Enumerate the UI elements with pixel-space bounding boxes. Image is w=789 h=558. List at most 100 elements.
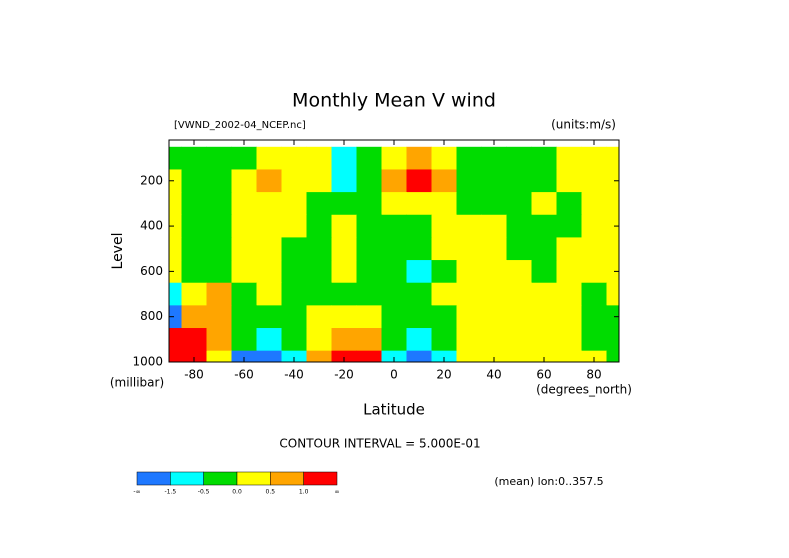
contour-cell bbox=[331, 192, 357, 216]
contour-cell bbox=[356, 260, 382, 284]
contour-cell bbox=[531, 260, 557, 284]
contour-cell bbox=[556, 169, 582, 193]
contour-cell bbox=[256, 214, 282, 238]
contour-cell bbox=[356, 328, 382, 352]
contour-cell bbox=[281, 350, 307, 363]
contour-cell bbox=[381, 328, 407, 352]
contour-cell bbox=[306, 214, 332, 238]
footnote: (mean) lon:0..357.5 bbox=[494, 475, 603, 488]
contour-cell bbox=[456, 260, 482, 284]
y-axis-units: (millibar) bbox=[110, 376, 164, 390]
x-tick-label: 80 bbox=[586, 368, 601, 382]
contour-cell bbox=[581, 214, 607, 238]
contour-cell bbox=[531, 146, 557, 170]
contour-cell bbox=[281, 328, 307, 352]
contour-cell bbox=[606, 146, 620, 170]
contour-cell bbox=[356, 146, 382, 170]
contour-cell bbox=[556, 237, 582, 261]
contour-cell bbox=[606, 169, 620, 193]
contour-cell bbox=[431, 305, 457, 329]
contour-cell bbox=[281, 282, 307, 306]
contour-cell bbox=[256, 305, 282, 329]
contour-cell bbox=[481, 328, 507, 352]
colorbar-swatch bbox=[170, 471, 204, 486]
contour-cell bbox=[231, 237, 257, 261]
contour-cell bbox=[281, 169, 307, 193]
contour-cell bbox=[606, 328, 620, 352]
contour-cell bbox=[169, 328, 182, 352]
contour-cell bbox=[406, 350, 432, 363]
contour-cell bbox=[556, 350, 582, 363]
contour-cell bbox=[581, 237, 607, 261]
contour-cell bbox=[531, 350, 557, 363]
x-tick-label: 40 bbox=[486, 368, 501, 382]
contour-cell bbox=[181, 282, 207, 306]
contour-cell bbox=[556, 260, 582, 284]
contour-cell bbox=[481, 350, 507, 363]
contour-interval: CONTOUR INTERVAL = 5.000E-01 bbox=[279, 437, 480, 451]
contour-cell bbox=[406, 214, 432, 238]
contour-cell bbox=[256, 169, 282, 193]
contour-cell bbox=[231, 260, 257, 284]
contour-cell bbox=[356, 192, 382, 216]
contour-cell bbox=[169, 305, 182, 329]
contour-cell bbox=[169, 214, 182, 238]
colorbar-label: 0.0 bbox=[232, 489, 242, 496]
contour-cell bbox=[381, 214, 407, 238]
contour-cell bbox=[531, 237, 557, 261]
contour-cell bbox=[431, 192, 457, 216]
contour-cell bbox=[306, 169, 332, 193]
contour-cell bbox=[481, 192, 507, 216]
contour-cell bbox=[456, 350, 482, 363]
contour-cell bbox=[181, 169, 207, 193]
contour-cell bbox=[256, 192, 282, 216]
contour-cell bbox=[531, 305, 557, 329]
contour-cell bbox=[506, 350, 532, 363]
contour-cell bbox=[306, 305, 332, 329]
contour-cell bbox=[381, 192, 407, 216]
contour-cell bbox=[306, 328, 332, 352]
contour-cell bbox=[581, 282, 607, 306]
contour-cell bbox=[481, 214, 507, 238]
contour-cell bbox=[431, 260, 457, 284]
contour-cell bbox=[406, 169, 432, 193]
y-tick-label: 200 bbox=[140, 173, 163, 187]
contour-cell bbox=[231, 282, 257, 306]
contour-cell bbox=[581, 169, 607, 193]
x-axis-units: (degrees_north) bbox=[536, 383, 632, 397]
contour-cell bbox=[431, 282, 457, 306]
contour-cell bbox=[169, 146, 182, 170]
contour-cell bbox=[581, 146, 607, 170]
contour-cell bbox=[181, 237, 207, 261]
contour-cell bbox=[506, 260, 532, 284]
contour-cell bbox=[381, 169, 407, 193]
x-tick-label: 20 bbox=[436, 368, 451, 382]
contour-cell bbox=[281, 260, 307, 284]
contour-cell bbox=[169, 350, 182, 363]
colorbar-label: 0.5 bbox=[266, 489, 276, 496]
contour-cell bbox=[456, 282, 482, 306]
contour-cell bbox=[531, 328, 557, 352]
contour-cell bbox=[306, 192, 332, 216]
contour-cell bbox=[556, 328, 582, 352]
y-tick-label: 800 bbox=[140, 309, 163, 323]
contour-cell bbox=[206, 305, 232, 329]
contour-cell bbox=[381, 146, 407, 170]
contour-cell bbox=[456, 305, 482, 329]
contour-cell bbox=[531, 214, 557, 238]
contour-cell bbox=[231, 214, 257, 238]
contour-cell bbox=[356, 282, 382, 306]
contour-cell bbox=[606, 350, 620, 363]
colorbar-label: 1.0 bbox=[299, 489, 309, 496]
contour-cell bbox=[231, 328, 257, 352]
colorbar-swatch bbox=[136, 471, 171, 486]
contour-cell bbox=[181, 146, 207, 170]
contour-cell bbox=[331, 350, 357, 363]
colorbar-label: -∞ bbox=[133, 489, 140, 496]
contour-cell bbox=[481, 146, 507, 170]
contour-cell bbox=[481, 282, 507, 306]
contour-cell bbox=[256, 350, 282, 363]
contour-cell bbox=[206, 237, 232, 261]
contour-cell bbox=[231, 192, 257, 216]
contour-cell bbox=[406, 305, 432, 329]
